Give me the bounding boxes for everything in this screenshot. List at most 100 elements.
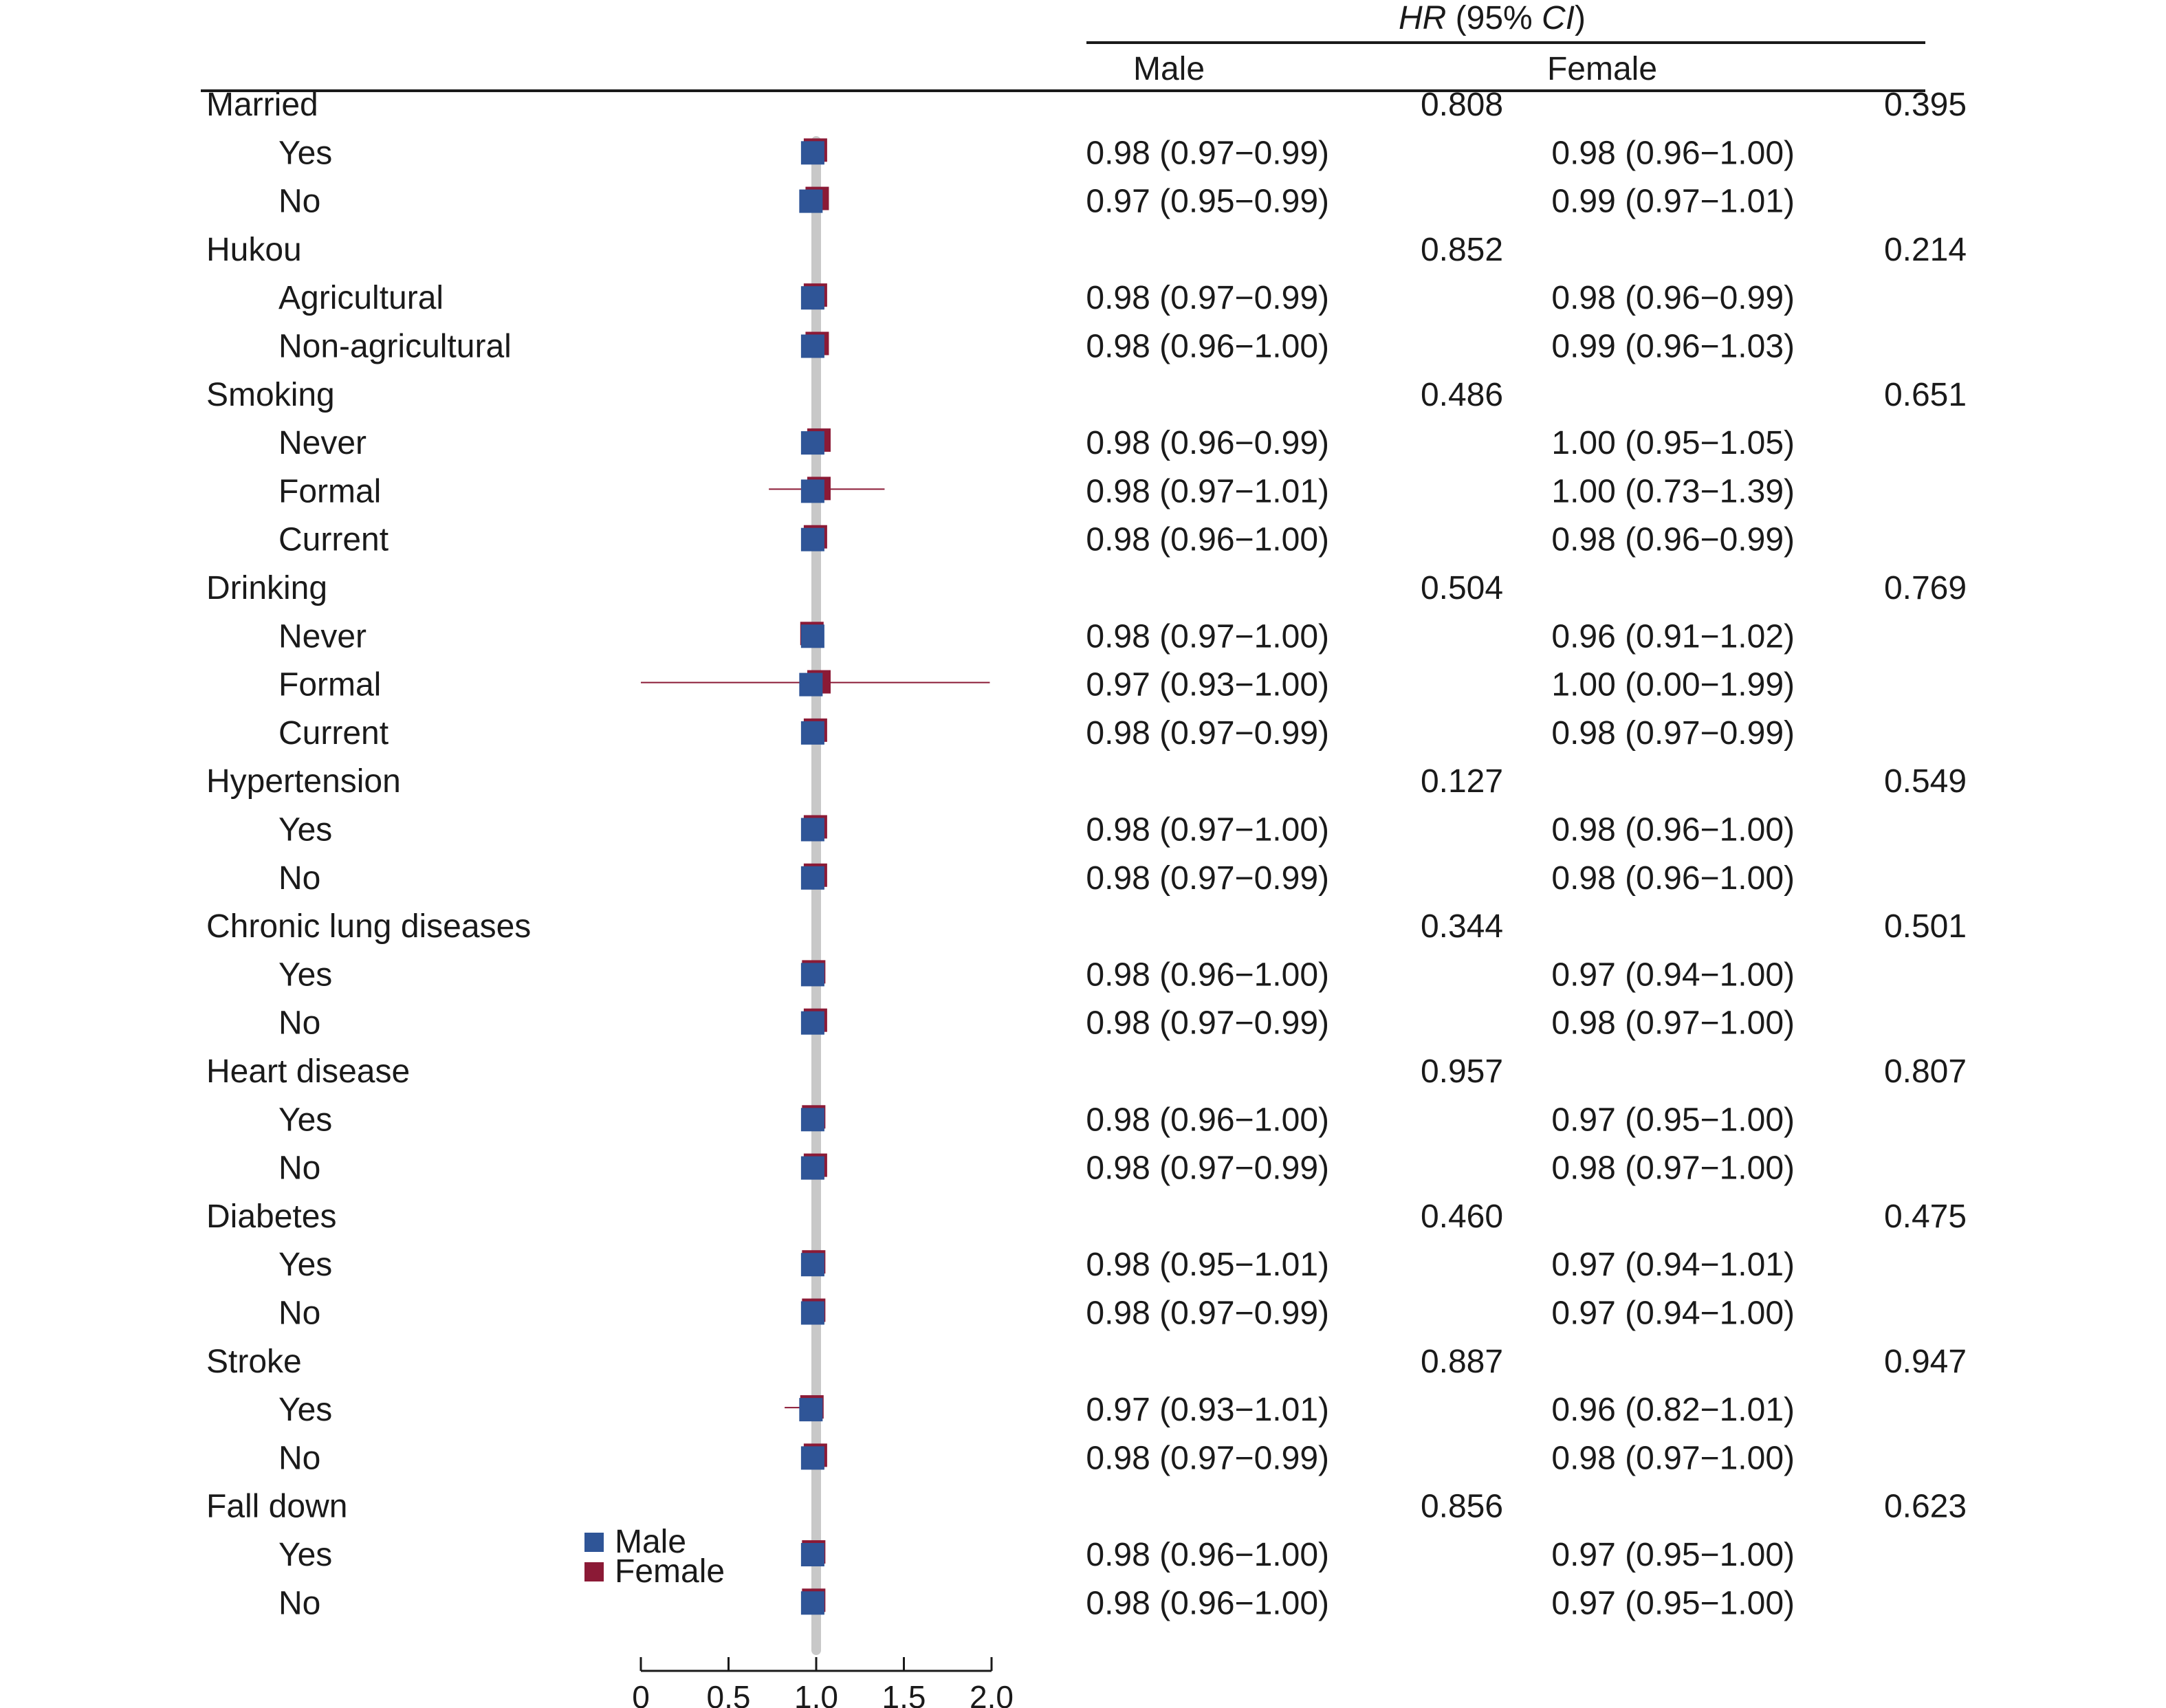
subgroup-label: Non-agricultural [278,329,512,365]
p-value-female: 0.807 [1884,1053,1967,1090]
hr-male-text: 0.97 (0.93−1.01) [1086,1392,1329,1428]
subgroup-row: No 0.98 (0.97−0.99) 0.97 (0.94−1.00) [278,1295,1795,1332]
group-label: Heart disease [206,1053,410,1090]
hr-female-text: 0.97 (0.95−1.00) [1551,1537,1795,1573]
subgroup-label: No [278,1440,320,1476]
legend-female-swatch [584,1562,604,1581]
male-point [800,1301,824,1325]
subgroup-label: No [278,1005,320,1042]
subgroup-row: Current 0.98 (0.97−0.99) 0.98 (0.97−0.99) [278,715,1795,752]
p-value-female: 0.549 [1884,763,1967,800]
hr-male-text: 0.98 (0.97−0.99) [1086,1295,1329,1332]
group-label: Hypertension [206,763,401,800]
group-row: Diabetes 0.460 0.475 [206,1198,1967,1235]
subgroup-row: Yes 0.98 (0.95−1.01) 0.97 (0.94−1.01) [278,1247,1795,1283]
subgroup-row: Yes 0.98 (0.97−1.00) 0.98 (0.96−1.00) [278,812,1795,848]
subgroup-label: Yes [278,812,332,848]
subgroup-label: Formal [278,473,381,510]
subgroup-row: Never 0.98 (0.96−0.99) 1.00 (0.95−1.05) [278,425,1795,461]
p-value-male: 0.486 [1421,377,1503,413]
group-row: Chronic lung diseases 0.344 0.501 [206,908,1967,945]
p-value-male: 0.504 [1421,570,1503,606]
male-point [800,1253,824,1277]
group-row: Hypertension 0.127 0.549 [206,763,1967,800]
group-label: Fall down [206,1489,347,1525]
subgroup-label: Formal [278,667,381,703]
subgroup-label: Yes [278,1392,332,1428]
p-value-male: 0.957 [1421,1053,1503,1090]
hr-male-text: 0.98 (0.96−1.00) [1086,956,1329,993]
hr-female-text: 1.00 (0.73−1.39) [1551,473,1795,510]
subgroup-row: Current 0.98 (0.96−1.00) 0.98 (0.96−0.99) [278,522,1795,558]
legend: Male Female [584,1524,725,1590]
hr-female-text: 0.98 (0.96−0.99) [1551,522,1795,558]
p-value-male: 0.887 [1421,1344,1503,1380]
hr-female-text: 0.97 (0.95−1.00) [1551,1102,1795,1138]
group-row: Fall down 0.856 0.623 [206,1489,1967,1525]
male-point [800,624,824,648]
p-value-female: 0.947 [1884,1344,1967,1380]
subgroup-row: Formal 0.97 (0.93−1.00) 1.00 (0.00−1.99) [278,667,1795,703]
hr-female-text: 0.96 (0.91−1.02) [1551,618,1795,655]
group-row: Stroke 0.887 0.947 [206,1344,1967,1380]
group-row: Married 0.808 0.395 [206,87,1967,123]
p-value-female: 0.475 [1884,1198,1967,1235]
subgroup-row: Formal 0.98 (0.97−1.01) 1.00 (0.73−1.39) [278,473,1795,510]
legend-male-swatch [584,1533,604,1552]
hr-male-text: 0.98 (0.97−0.99) [1086,860,1329,897]
group-label: Drinking [206,570,327,606]
subgroup-row: Yes 0.98 (0.96−1.00) 0.97 (0.95−1.00) [278,1537,1795,1573]
legend-female-label: Female [615,1553,725,1590]
p-value-male: 0.808 [1421,87,1503,123]
subgroup-label: No [278,860,320,897]
hr-female-text: 1.00 (0.00−1.99) [1551,667,1795,703]
male-point [800,1156,824,1180]
subgroup-row: No 0.98 (0.97−0.99) 0.98 (0.97−1.00) [278,1005,1795,1042]
x-tick-label: 1.5 [882,1679,926,1708]
male-point [800,1591,824,1615]
x-tick-label: 0.5 [707,1679,751,1708]
hr-male-text: 0.98 (0.96−1.00) [1086,1537,1329,1573]
hr-female-text: 0.98 (0.97−1.00) [1551,1150,1795,1187]
group-row: Drinking 0.504 0.769 [206,570,1967,606]
group-label: Diabetes [206,1198,336,1235]
hr-male-text: 0.98 (0.96−1.00) [1086,329,1329,365]
legend-male-label: Male [615,1524,686,1560]
hr-female-text: 0.98 (0.96−0.99) [1551,280,1795,316]
male-point [800,1543,824,1566]
subgroup-label: Never [278,425,367,461]
subgroup-label: Yes [278,956,332,993]
male-point [800,334,824,358]
p-value-male: 0.460 [1421,1198,1503,1235]
group-label: Hukou [206,232,302,268]
hr-male-text: 0.97 (0.93−1.00) [1086,667,1329,703]
p-value-male: 0.127 [1421,763,1503,800]
male-point [799,1398,823,1422]
subgroup-row: No 0.98 (0.97−0.99) 0.98 (0.96−1.00) [278,860,1795,897]
header-title: HR (95% CI) [1399,0,1586,36]
p-value-female: 0.395 [1884,87,1967,123]
male-point [799,672,823,697]
hr-female-text: 0.97 (0.95−1.00) [1551,1585,1795,1621]
subgroup-row: Yes 0.98 (0.97−0.99) 0.98 (0.96−1.00) [278,135,1795,171]
hr-female-text: 0.98 (0.97−0.99) [1551,715,1795,752]
subgroup-row: Yes 0.98 (0.96−1.00) 0.97 (0.94−1.00) [278,956,1795,993]
hr-male-text: 0.98 (0.97−1.00) [1086,812,1329,848]
table-header: HR (95% CI) Male Female [201,0,1925,92]
subgroup-label: Never [278,618,367,655]
hr-male-text: 0.98 (0.96−0.99) [1086,425,1329,461]
subgroup-label: Yes [278,1537,332,1573]
hr-male-text: 0.98 (0.97−1.01) [1086,473,1329,510]
hr-female-text: 0.98 (0.97−1.00) [1551,1005,1795,1042]
male-point [800,1108,824,1132]
subgroup-label: No [278,1585,320,1621]
group-label: Married [206,87,318,123]
forest-rows: Married 0.808 0.395 Yes 0.98 (0.97−0.99) 0.98… [206,87,1967,1621]
subgroup-row: Yes 0.98 (0.96−1.00) 0.97 (0.95−1.00) [278,1102,1795,1138]
p-value-male: 0.852 [1421,232,1503,268]
male-point [800,431,824,455]
subgroup-label: Current [278,522,389,558]
subgroup-row: Yes 0.97 (0.93−1.01) 0.96 (0.82−1.01) [278,1392,1795,1428]
hr-male-text: 0.98 (0.97−0.99) [1086,280,1329,316]
